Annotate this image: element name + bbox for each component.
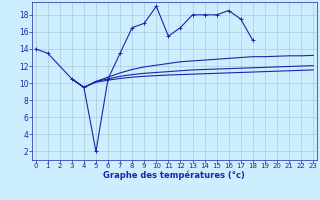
X-axis label: Graphe des températures (°c): Graphe des températures (°c) — [103, 171, 245, 180]
